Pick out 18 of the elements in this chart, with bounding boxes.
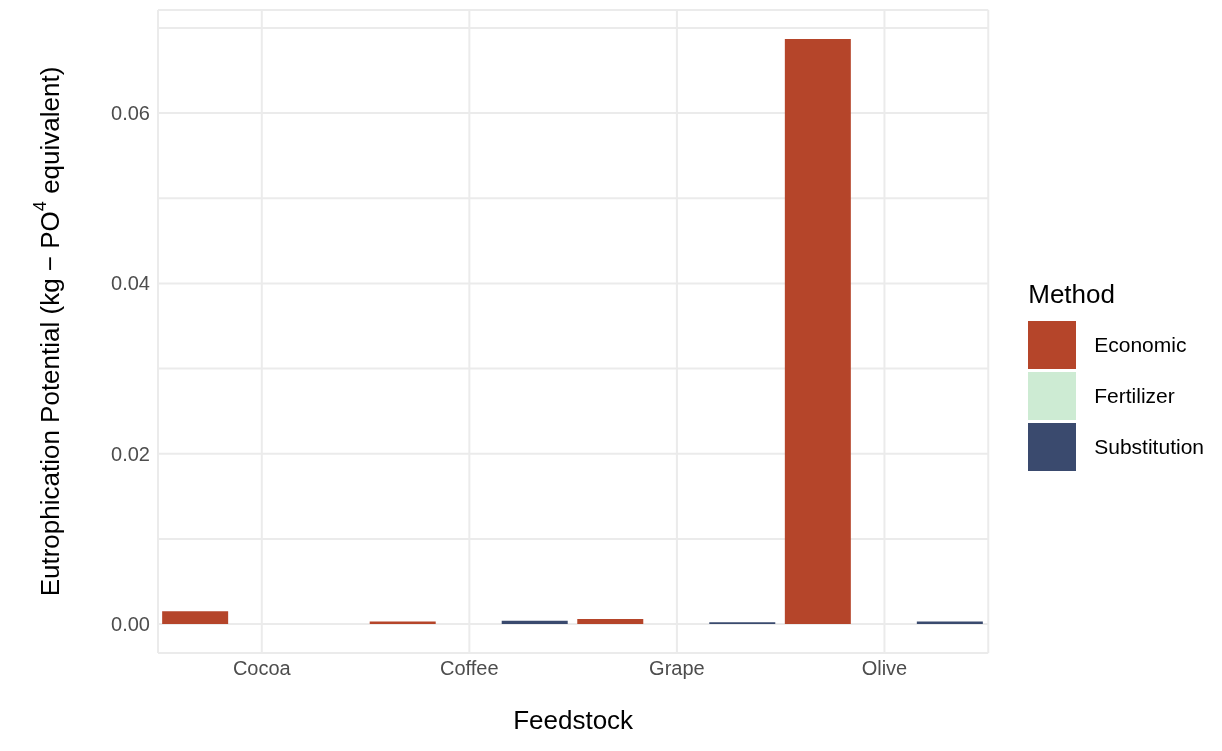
legend-title: Method	[1028, 278, 1116, 310]
x-tick-label: Olive	[861, 657, 908, 680]
bar	[577, 618, 644, 625]
x-tick-label: Cocoa	[232, 657, 292, 680]
y-tick-label: 0.04	[111, 272, 150, 295]
y-tick-label: 0.02	[111, 442, 150, 465]
text: 0.00	[111, 613, 150, 636]
bar	[784, 38, 851, 625]
y-tick-label: 0.06	[111, 102, 150, 125]
x-tick-label: Coffee	[440, 657, 499, 680]
legend-label: Fertilizer	[1094, 384, 1175, 408]
x-tick-label: Grape	[649, 657, 705, 680]
bar	[916, 621, 983, 625]
legend-label: Substitution	[1094, 435, 1204, 459]
bar	[162, 611, 229, 625]
bar	[369, 621, 436, 625]
legend-label: Economic	[1094, 333, 1187, 357]
x-axis-title: Feedstock	[513, 705, 635, 735]
